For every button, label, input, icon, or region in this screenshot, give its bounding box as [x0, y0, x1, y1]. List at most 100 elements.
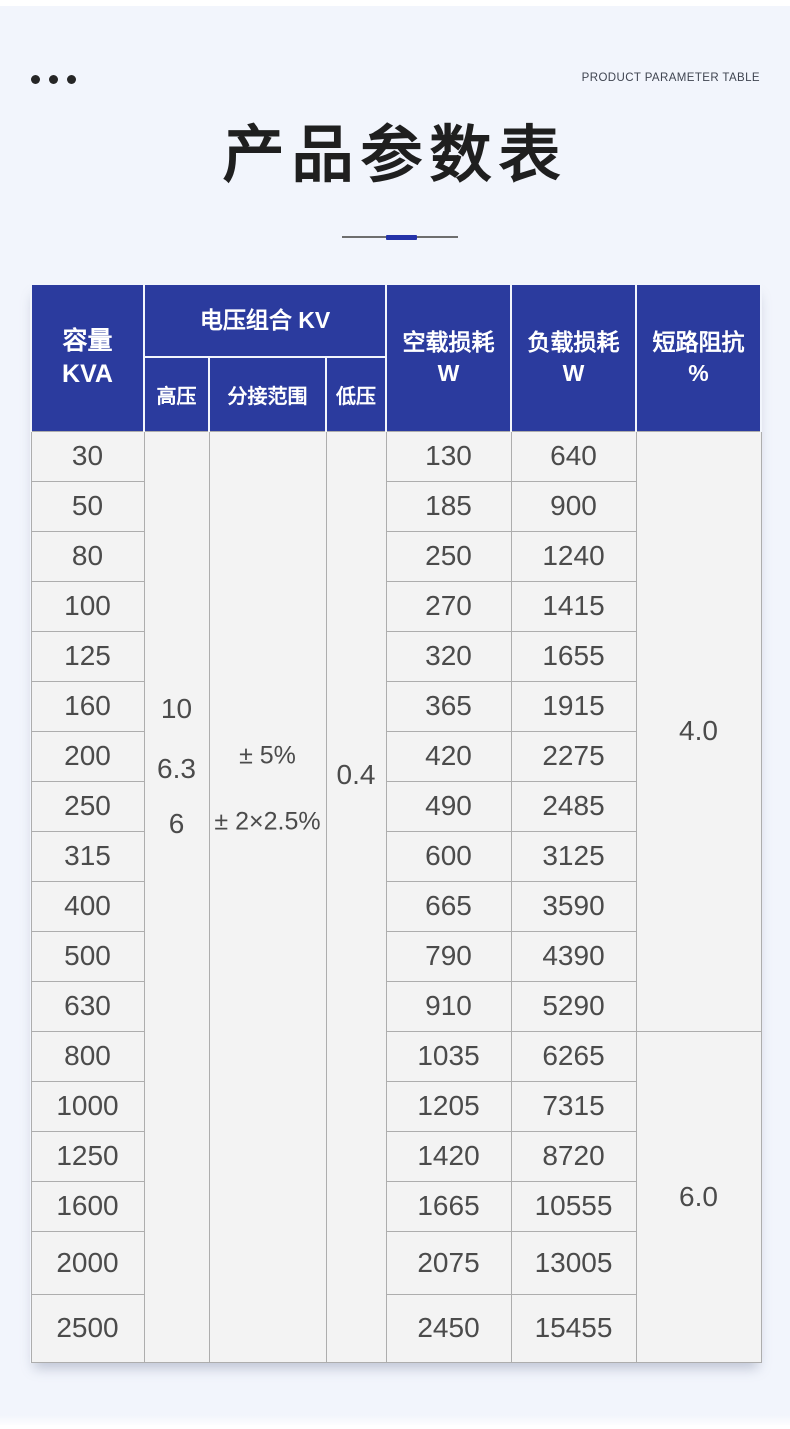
- cell-capacity-kva: 2000: [30, 1230, 145, 1295]
- ellipsis-dots-icon: [31, 75, 76, 84]
- cell-capacity-kva: 630: [30, 980, 145, 1032]
- cell-load-loss: 4390: [510, 930, 637, 982]
- table-row: 2000 2075 13005: [30, 1230, 761, 1295]
- cell-no-load-loss: 1035: [385, 1030, 512, 1082]
- cell-no-load-loss: 665: [385, 880, 512, 932]
- cell-no-load-loss: 2075: [385, 1230, 512, 1295]
- header-no-load-loss: 空载损耗 W: [385, 283, 513, 431]
- cell-impedance-merged: 4.0: [635, 430, 762, 1032]
- header-impedance-line2: %: [688, 359, 709, 386]
- page-title: 产品参数表: [222, 121, 568, 190]
- header-low-voltage: 低压: [324, 356, 388, 431]
- cell-capacity-kva: 200: [30, 730, 145, 782]
- high-voltage-value: 6: [168, 807, 185, 839]
- cell-capacity-kva: 80: [30, 530, 145, 582]
- cell-no-load-loss: 130: [385, 430, 512, 482]
- cell-load-loss: 15455: [510, 1293, 637, 1363]
- cell-no-load-loss: 600: [385, 830, 512, 882]
- low-voltage-value: 0.4: [336, 758, 376, 790]
- cell-no-load-loss: 250: [385, 530, 512, 582]
- header-capacity-line1: 容量: [62, 327, 113, 356]
- table-row: 80 250 1240: [30, 530, 761, 582]
- header-load-line2: W: [562, 359, 585, 386]
- header-capacity: 容量 KVA: [30, 283, 145, 431]
- cell-capacity-kva: 1000: [30, 1080, 145, 1132]
- title-divider: [0, 228, 790, 248]
- table-row: 400 665 3590: [30, 880, 761, 932]
- cell-capacity-kva: 800: [30, 1030, 145, 1082]
- cell-load-loss: 7315: [510, 1080, 637, 1132]
- cell-capacity-kva: 160: [30, 680, 145, 732]
- cell-no-load-loss: 270: [385, 580, 512, 632]
- cell-no-load-loss: 1665: [385, 1180, 512, 1232]
- table-row: 50 185 900: [30, 480, 761, 532]
- cell-low-voltage-merged: 0.4: [325, 430, 387, 1363]
- table-row: 500 790 4390: [30, 930, 761, 982]
- header-capacity-line2: KVA: [62, 359, 113, 388]
- cell-no-load-loss: 790: [385, 930, 512, 982]
- cell-load-loss: 13005: [510, 1230, 637, 1295]
- cell-capacity-kva: 400: [30, 880, 145, 932]
- table-row: 315 600 3125: [30, 830, 761, 882]
- table-row: 630 910 5290: [30, 980, 761, 1032]
- cell-load-loss: 1915: [510, 680, 637, 732]
- header-voltage-group: 电压组合 KV: [142, 283, 388, 357]
- cell-capacity-kva: 1250: [30, 1130, 145, 1182]
- table-row: 160 365 1915: [30, 680, 761, 732]
- high-voltage-stack: 10 6.3 6: [145, 432, 209, 1362]
- cell-load-loss: 2275: [510, 730, 637, 782]
- cell-capacity-kva: 315: [30, 830, 145, 882]
- cell-no-load-loss: 365: [385, 680, 512, 732]
- cell-no-load-loss: 320: [385, 630, 512, 682]
- cell-capacity-kva: 125: [30, 630, 145, 682]
- cell-load-loss: 900: [510, 480, 637, 532]
- cell-capacity-kva: 250: [30, 780, 145, 832]
- cell-no-load-loss: 185: [385, 480, 512, 532]
- cell-load-loss: 2485: [510, 780, 637, 832]
- cell-capacity-kva: 1600: [30, 1180, 145, 1232]
- dot-icon: [49, 75, 58, 84]
- cell-no-load-loss: 1420: [385, 1130, 512, 1182]
- cell-capacity-kva: 500: [30, 930, 145, 982]
- cell-load-loss: 1240: [510, 530, 637, 582]
- bottom-fade: [0, 1415, 790, 1429]
- cell-no-load-loss: 490: [385, 780, 512, 832]
- table-row: 125 320 1655: [30, 630, 761, 682]
- dot-icon: [67, 75, 76, 84]
- cell-capacity-kva: 100: [30, 580, 145, 632]
- table-row: 250 490 2485: [30, 780, 761, 832]
- cell-no-load-loss: 1205: [385, 1080, 512, 1132]
- cell-high-voltage-merged: 10 6.3 6: [143, 430, 210, 1363]
- dot-icon: [31, 75, 40, 84]
- cell-capacity-kva: 50: [30, 480, 145, 532]
- tap-range-value: ± 5%: [239, 741, 296, 769]
- cell-impedance-merged: 6.0: [635, 1030, 762, 1363]
- table-row: 1250 1420 8720: [30, 1130, 761, 1182]
- table-row: 200 420 2275: [30, 730, 761, 782]
- cell-tap-range-merged: ± 5% ± 2×2.5%: [208, 430, 327, 1363]
- cell-capacity-kva: 30: [30, 430, 145, 482]
- eyebrow-label: PRODUCT PARAMETER TABLE: [581, 72, 760, 84]
- table-body: 30 10 6.3 6 ± 5% ± 2×2.5% 0.4 130 640 4.0 50 185 900…: [30, 430, 762, 1363]
- high-voltage-value: 6.3: [157, 752, 196, 784]
- table-row: 800 1035 6265 6.0: [30, 1030, 762, 1363]
- product-parameter-table: 容量 KVA 电压组合 KV 空载损耗 W 负载损耗 W 短路阻抗 % 高: [30, 283, 763, 1363]
- cell-load-loss: 3590: [510, 880, 637, 932]
- cell-load-loss: 1655: [510, 630, 637, 682]
- tap-range-value: ± 2×2.5%: [214, 807, 321, 835]
- table-header: 容量 KVA 电压组合 KV 空载损耗 W 负载损耗 W 短路阻抗 % 高: [30, 283, 763, 431]
- high-voltage-value: 10: [160, 692, 193, 724]
- divider-accent: [386, 234, 417, 240]
- cell-no-load-loss: 910: [385, 980, 512, 1032]
- header-impedance-line1: 短路阻抗: [652, 328, 745, 355]
- table-row: 1000 1205 7315: [30, 1080, 761, 1132]
- table-row: 100 270 1415: [30, 580, 761, 632]
- header-no-load-line1: 空载损耗: [402, 328, 495, 355]
- header-no-load-line2: W: [437, 359, 460, 386]
- cell-load-loss: 10555: [510, 1180, 637, 1232]
- table-row: 30 10 6.3 6 ± 5% ± 2×2.5% 0.4 130 640 4.0: [30, 430, 762, 1363]
- cell-no-load-loss: 420: [385, 730, 512, 782]
- cell-load-loss: 3125: [510, 830, 637, 882]
- low-voltage-stack: 0.4: [327, 432, 386, 1362]
